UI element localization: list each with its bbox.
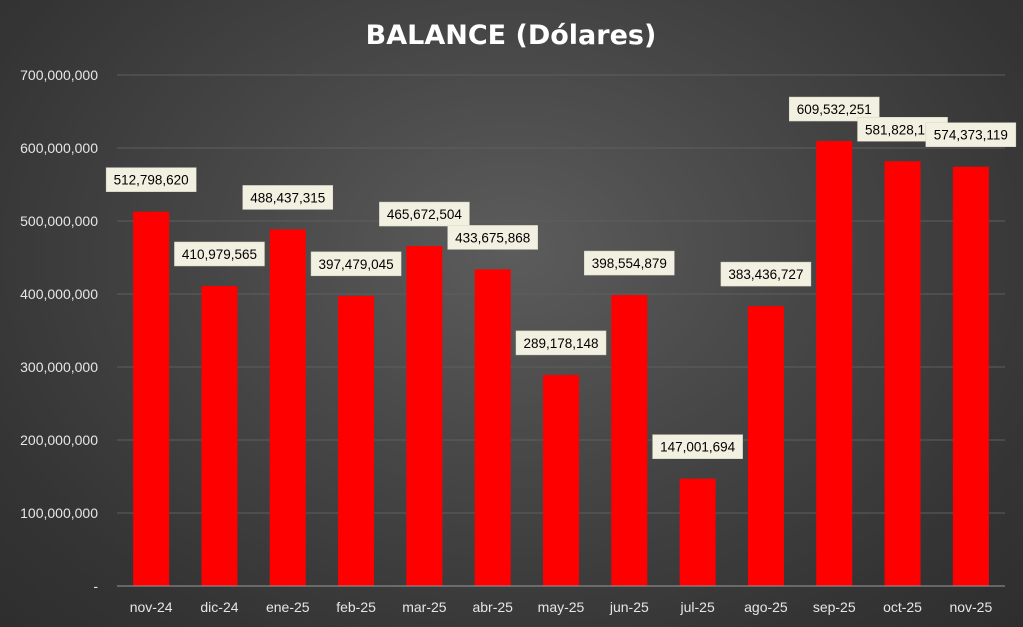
data-label-box: [652, 434, 743, 459]
y-tick-label: 300,000,000: [20, 359, 98, 375]
bar-mar-25: [406, 246, 443, 586]
data-label-text: 581,828,156: [865, 122, 940, 137]
x-tick-label: ago-25: [744, 599, 788, 615]
data-label-text: 289,178,148: [523, 336, 598, 351]
data-label-box: [105, 167, 197, 192]
data-label-text: 398,554,879: [592, 256, 667, 271]
x-axis-category-labels: nov-24 dic-24 ene-25 feb-25 mar-25 abr-25 may-…: [130, 599, 993, 615]
x-tick-label: jul-25: [679, 599, 714, 615]
data-label-text: 465,672,504: [387, 207, 463, 222]
bar-feb-25: [338, 295, 375, 586]
x-tick-label: nov-24: [130, 599, 173, 615]
x-tick-label: nov-25: [949, 599, 992, 615]
data-label-text: 609,532,251: [797, 102, 872, 117]
data-label-abr-25: 433,675,868: [447, 225, 538, 250]
y-tick-label: 100,000,000: [20, 505, 98, 521]
data-label-box: [584, 250, 675, 276]
x-tick-label: ene-25: [266, 599, 310, 615]
bar-jun-25: [611, 295, 648, 586]
data-label-jun-25: 398,554,879: [584, 250, 675, 276]
data-label-jul-25: 147,001,694: [652, 434, 743, 459]
bar-dic-24: [201, 285, 238, 586]
x-tick-label: abr-25: [472, 599, 513, 615]
y-tick-label: 600,000,000: [20, 140, 98, 156]
data-label-dic-24: 410,979,565: [174, 241, 265, 267]
x-tick-label: sep-25: [813, 599, 856, 615]
data-label-mar-25: 465,672,504: [379, 201, 470, 227]
bar-ago-25: [747, 306, 784, 586]
gridlines: [117, 74, 1005, 514]
y-tick-label: 400,000,000: [20, 286, 98, 302]
data-label-ene-25: 488,437,315: [242, 185, 334, 210]
bar-nov-24: [133, 211, 170, 586]
data-label-text: 488,437,315: [250, 190, 325, 205]
y-tick-label: 700,000,000: [20, 67, 98, 83]
data-label-box: [515, 330, 607, 356]
x-tick-label: oct-25: [883, 599, 922, 615]
bar-nov-25: [952, 166, 989, 586]
bars: [133, 141, 989, 587]
y-tick-label: 500,000,000: [20, 213, 98, 229]
data-label-text: 512,798,620: [114, 173, 189, 188]
chart-title: BALANCE (Dólares): [366, 20, 657, 51]
data-label-box: [720, 261, 812, 287]
data-label-ago-25: 383,436,727: [720, 261, 812, 287]
data-label-box: [447, 225, 538, 250]
bar-may-25: [543, 374, 579, 586]
x-tick-label: may-25: [538, 599, 585, 615]
data-label-nov-24: 512,798,620: [105, 167, 197, 192]
x-tick-label: mar-25: [402, 599, 447, 615]
y-tick-label: 200,000,000: [20, 432, 98, 448]
bar-jul-25: [679, 478, 716, 586]
data-label-box: [310, 251, 402, 277]
data-label-nov-25: 574,373,119: [925, 122, 1017, 147]
data-label-text: 574,373,119: [934, 128, 1008, 143]
x-tick-label: dic-24: [200, 599, 238, 615]
data-label-may-25: 289,178,148: [515, 330, 607, 356]
x-tick-label: jun-25: [609, 599, 649, 615]
bar-ene-25: [269, 229, 306, 586]
data-label-box: [379, 201, 470, 227]
bar-oct-25: [884, 161, 921, 586]
data-label-text: 433,675,868: [455, 230, 530, 245]
y-tick-label: -: [93, 578, 98, 594]
data-label-text: 147,001,694: [660, 440, 736, 455]
data-label-box: [242, 185, 334, 210]
y-axis-tick-labels: - 100,000,000 200,000,000 300,000,000 400,00…: [20, 67, 98, 594]
data-labels: 512,798,620 410,979,565 488,437,315 397,479…: [105, 96, 1017, 459]
bar-abr-25: [474, 269, 511, 586]
data-label-box: [925, 122, 1017, 147]
data-label-text: 410,979,565: [182, 247, 257, 262]
data-label-text: 397,479,045: [319, 257, 394, 272]
bar-sep-25: [816, 141, 853, 587]
data-label-feb-25: 397,479,045: [310, 251, 402, 277]
data-label-text: 383,436,727: [728, 267, 803, 282]
x-tick-label: feb-25: [336, 599, 376, 615]
data-label-box: [174, 241, 265, 267]
